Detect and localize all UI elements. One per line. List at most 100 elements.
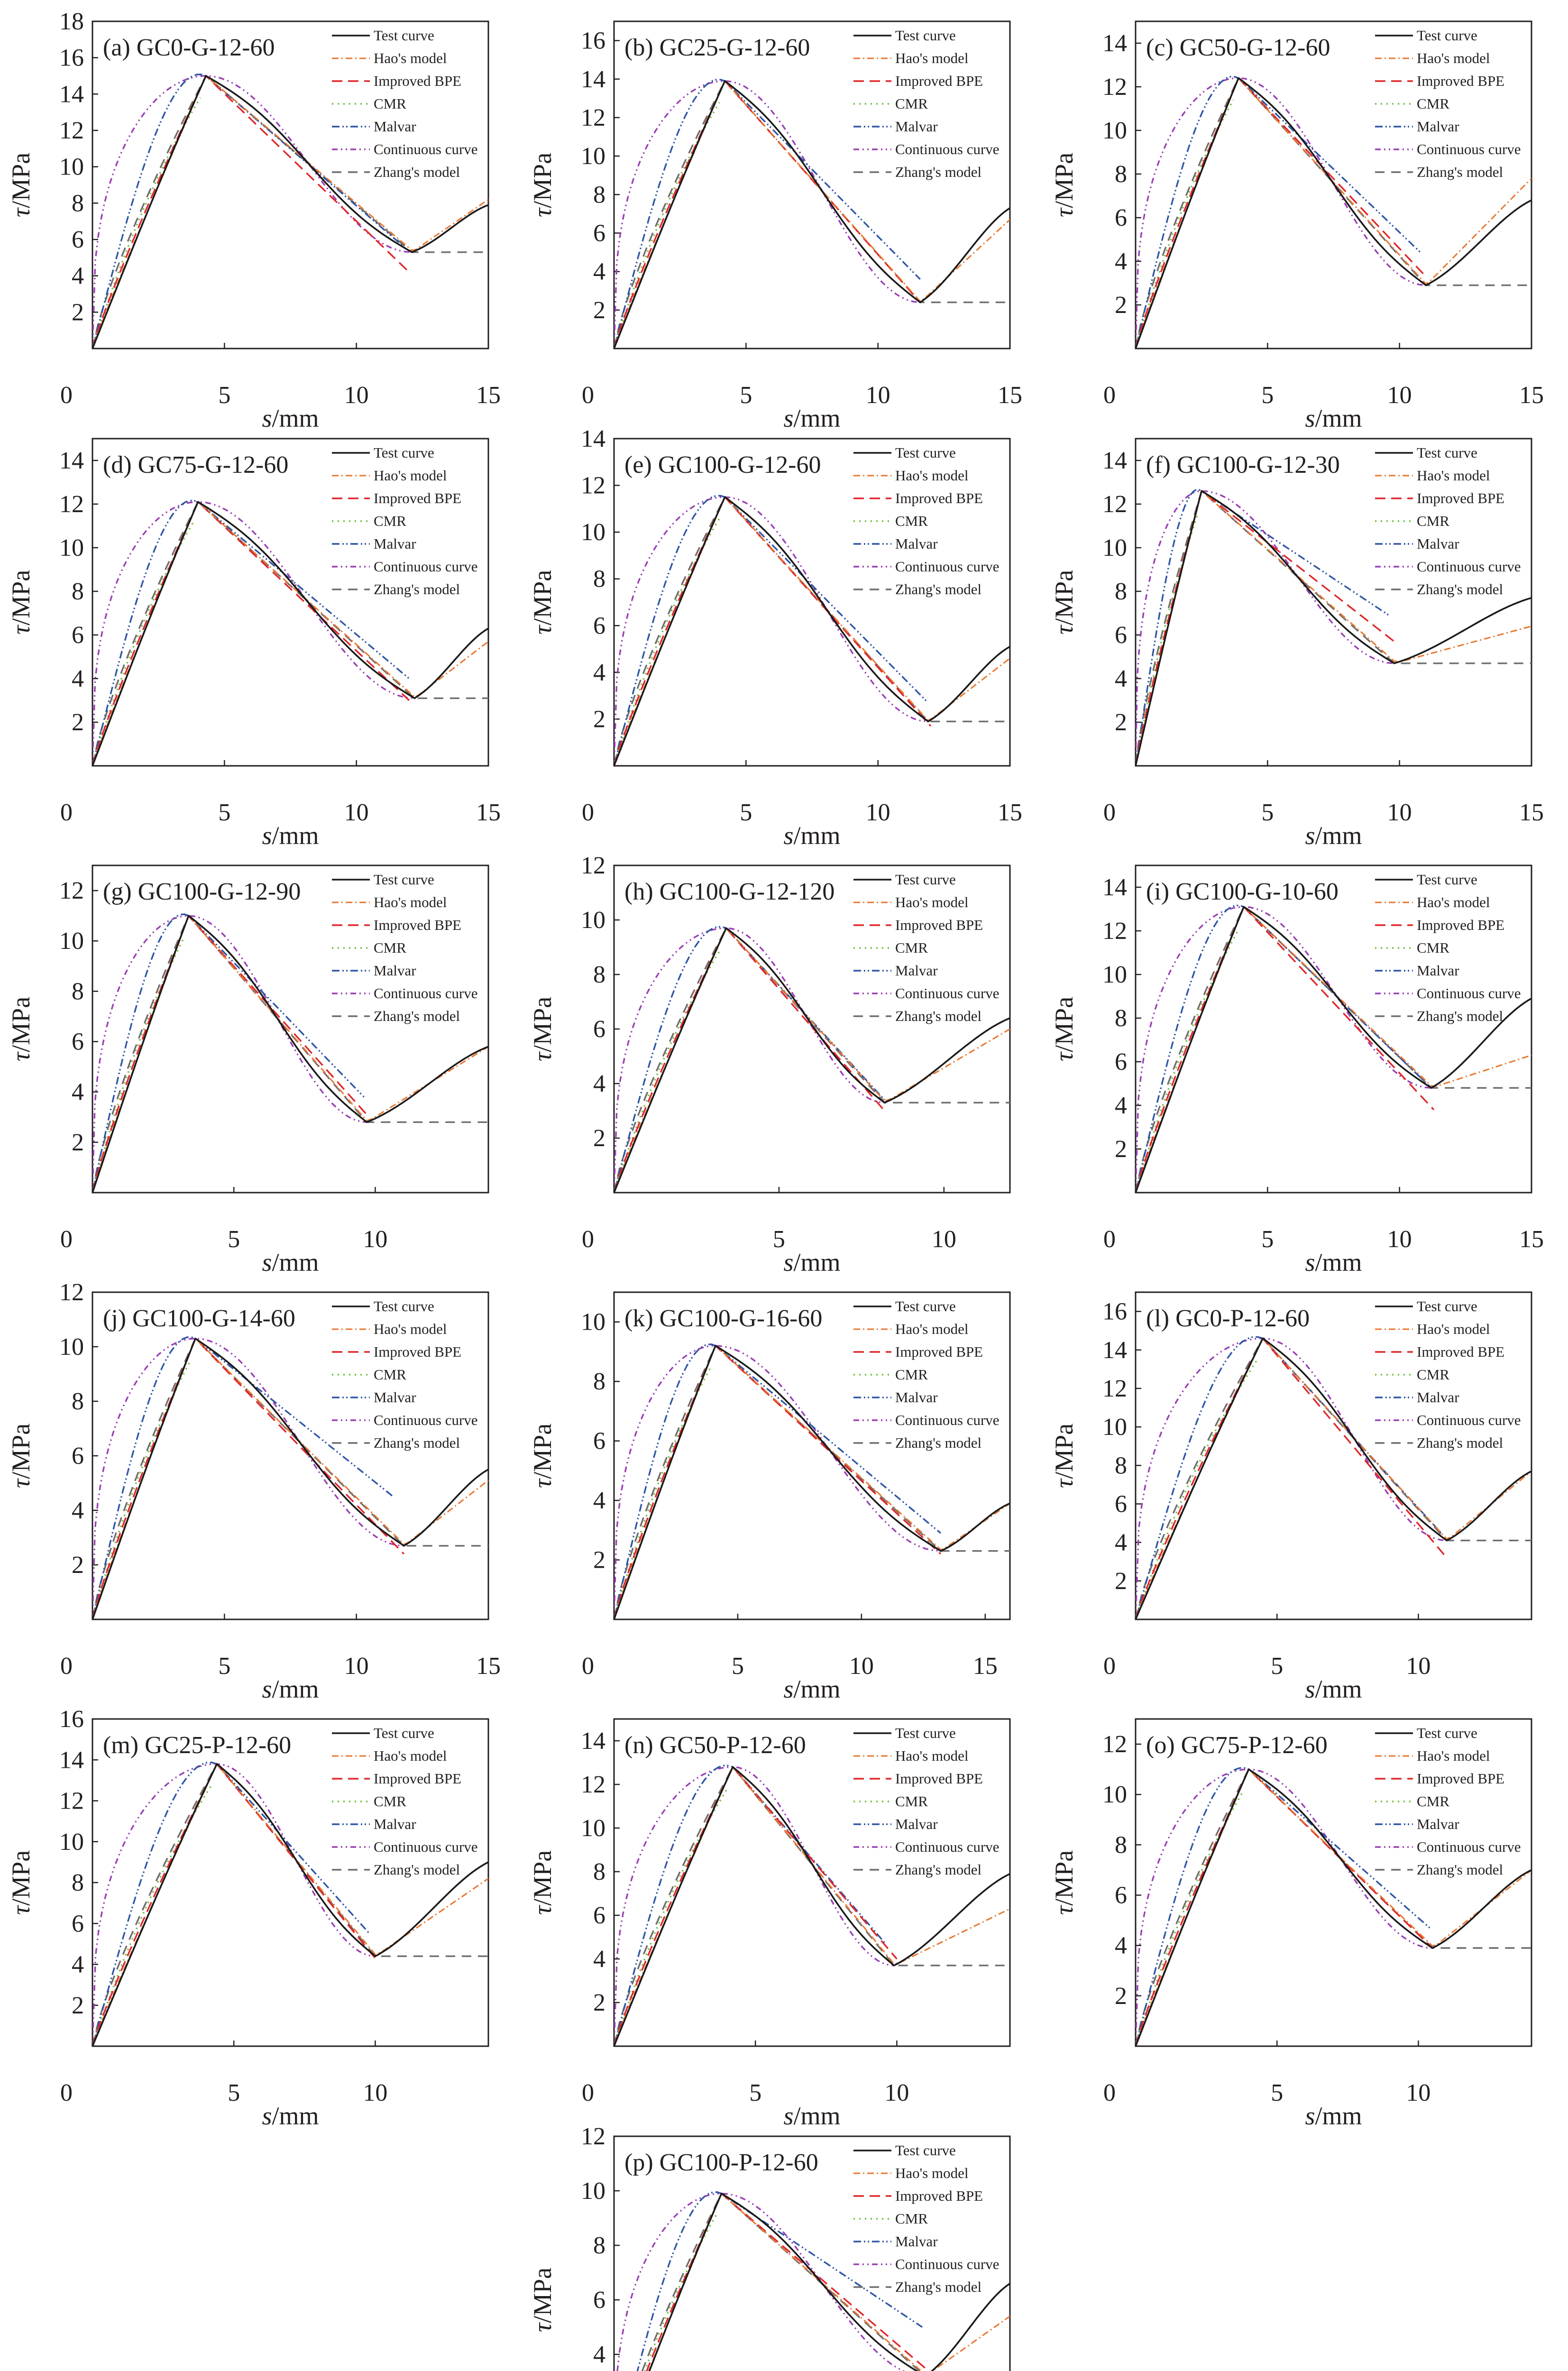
- series-improved-bpe: [1136, 77, 1427, 349]
- legend-item-malvar: Malvar: [853, 118, 938, 135]
- legend: Test curve Hao's model Improved BPE CMR Malv…: [853, 444, 999, 597]
- legend-item-continuous-curve: Continuous curve: [332, 141, 478, 157]
- series-test-curve: [1136, 1337, 1531, 1619]
- legend-label: Zhang's model: [895, 1434, 981, 1451]
- y-tick-label: 14: [1102, 1337, 1127, 1364]
- series-improved-bpe: [92, 501, 410, 766]
- panel-title: (p) GC100-P-12-60: [624, 2149, 818, 2176]
- x-axis: 0 5 10 15: [60, 1614, 501, 1680]
- x-tick-label: 15: [476, 382, 501, 409]
- y-axis: 2 4 6 8 10 12 14: [59, 447, 98, 736]
- legend-item-test-curve: Test curve: [332, 1725, 434, 1741]
- legend-label: CMR: [895, 1366, 928, 1383]
- legend-item-haos-model: Hao's model: [853, 894, 969, 910]
- x-tick-label: 15: [998, 799, 1022, 826]
- legend-label: CMR: [374, 1366, 406, 1383]
- legend-label: Zhang's model: [895, 1008, 981, 1024]
- legend-item-cmr: CMR: [853, 1793, 928, 1810]
- legend-label: Malvar: [895, 1389, 938, 1406]
- series-test-curve: [92, 501, 488, 766]
- legend-item-cmr: CMR: [853, 2210, 928, 2227]
- legend: Test curve Hao's model Improved BPE CMR Malv…: [853, 1298, 999, 1451]
- y-axis-title: τ/MPa: [7, 1850, 35, 1915]
- x-tick-label: 0: [582, 382, 594, 409]
- x-axis: 0 5 10 15: [1103, 1187, 1544, 1253]
- y-tick-label: 4: [593, 1487, 605, 1514]
- series-continuous-curve: [92, 1763, 376, 2046]
- y-tick-label: 4: [1115, 1529, 1127, 1556]
- plot-frame: [1135, 438, 1532, 767]
- x-axis-title: s/mm: [262, 821, 319, 850]
- legend-label: Malvar: [374, 1389, 416, 1406]
- series-continuous-curve: [1136, 490, 1394, 766]
- legend-label: Continuous curve: [374, 558, 478, 575]
- y-tick-label: 8: [593, 566, 605, 593]
- legend-label: Malvar: [374, 1816, 416, 1832]
- legend: Test curve Hao's model Improved BPE CMR Malv…: [853, 2142, 999, 2295]
- legend-item-continuous-curve: Continuous curve: [853, 558, 999, 575]
- plot-frame: [1135, 1718, 1532, 2047]
- y-tick-label: 8: [72, 1869, 84, 1896]
- series-test-curve: [614, 496, 1010, 766]
- legend-label: Hao's model: [895, 2165, 969, 2181]
- y-tick-label: 4: [593, 1070, 605, 1097]
- y-axis: 2 4 6 8 10 12 14: [1102, 30, 1141, 319]
- legend-label: Continuous curve: [1417, 141, 1521, 157]
- chart-svg-g: 2 4 6 8 10 12 0 5 10 s/mm τ/MPa (g) GC100-G-12-90 Te…: [7, 864, 489, 1277]
- y-tick-label: 14: [581, 425, 605, 452]
- x-tick-label: 15: [476, 799, 501, 826]
- legend-item-continuous-curve: Continuous curve: [853, 141, 999, 157]
- plot-frame: [92, 1718, 489, 2047]
- x-tick-label: 0: [582, 1653, 594, 1680]
- series-zhangs-model: [614, 1766, 1010, 2046]
- legend-item-test-curve: Test curve: [1375, 444, 1477, 461]
- legend-label: Improved BPE: [374, 1770, 461, 1787]
- legend-item-cmr: CMR: [1375, 513, 1449, 529]
- x-axis: 0 5 10 15: [582, 343, 1022, 409]
- y-tick-label: 2: [1115, 1568, 1127, 1595]
- series-group: [614, 79, 1010, 349]
- y-axis-title: τ/MPa: [528, 1850, 557, 1915]
- series-group: [92, 1336, 488, 1619]
- panel-title: (g) GC100-G-12-90: [103, 878, 301, 905]
- x-axis: 0 5 10 15: [1103, 760, 1544, 826]
- series-zhangs-model: [1136, 1768, 1531, 2046]
- x-axis-title: s/mm: [1305, 2102, 1362, 2130]
- series-zhangs-model: [1136, 77, 1531, 349]
- y-tick-label: 8: [1115, 1005, 1127, 1032]
- legend-item-zhangs-model: Zhang's model: [853, 1008, 981, 1024]
- y-tick-label: 14: [581, 66, 605, 93]
- legend-label: Continuous curve: [374, 1412, 478, 1428]
- legend-item-test-curve: Test curve: [853, 1298, 956, 1314]
- legend-item-haos-model: Hao's model: [1375, 1747, 1490, 1764]
- x-axis: 0 5 10: [582, 1187, 956, 1253]
- y-tick-label: 10: [1102, 117, 1127, 144]
- x-tick-label: 10: [884, 2079, 909, 2106]
- y-axis-title: τ/MPa: [528, 997, 557, 1061]
- y-tick-label: 12: [1102, 1731, 1127, 1758]
- y-tick-label: 14: [1102, 447, 1127, 474]
- x-tick-label: 5: [218, 382, 230, 409]
- x-tick-label: 0: [60, 1226, 73, 1253]
- legend-label: Hao's model: [374, 1321, 447, 1337]
- legend-item-zhangs-model: Zhang's model: [1375, 1434, 1503, 1451]
- legend-item-continuous-curve: Continuous curve: [1375, 1838, 1521, 1855]
- legend-item-zhangs-model: Zhang's model: [853, 1434, 981, 1451]
- chart-svg-j: 2 4 6 8 10 12 0 5 10 15 s/mm τ/MPa (j) GC100-G-14-60…: [7, 1279, 501, 1703]
- chart-svg-b: 2 4 6 8 10 12 14 16 0 5 10 15 s/mm τ/MPa (b) GC25-G-12…: [528, 20, 1022, 432]
- legend-label: Malvar: [1417, 535, 1459, 552]
- x-tick-label: 10: [1406, 1653, 1430, 1680]
- chart-panel-d: 2 4 6 8 10 12 14 0 5 10 15 s/mm τ/MPa (d) GC75-G-12-6…: [0, 420, 522, 850]
- legend-item-improved-bpe: Improved BPE: [1375, 490, 1504, 506]
- legend-label: Test curve: [374, 444, 434, 461]
- panel-title: (o) GC75-P-12-60: [1146, 1732, 1328, 1759]
- y-axis-title: τ/MPa: [1050, 997, 1078, 1061]
- legend-label: Improved BPE: [1417, 490, 1504, 506]
- y-tick-label: 10: [59, 1333, 84, 1360]
- legend-label: Test curve: [374, 27, 434, 44]
- legend: Test curve Hao's model Improved BPE CMR Malv…: [853, 27, 999, 180]
- x-axis-title: s/mm: [1305, 821, 1362, 850]
- legend-item-malvar: Malvar: [332, 962, 416, 979]
- series-group: [1136, 76, 1531, 349]
- legend-item-haos-model: Hao's model: [332, 467, 447, 484]
